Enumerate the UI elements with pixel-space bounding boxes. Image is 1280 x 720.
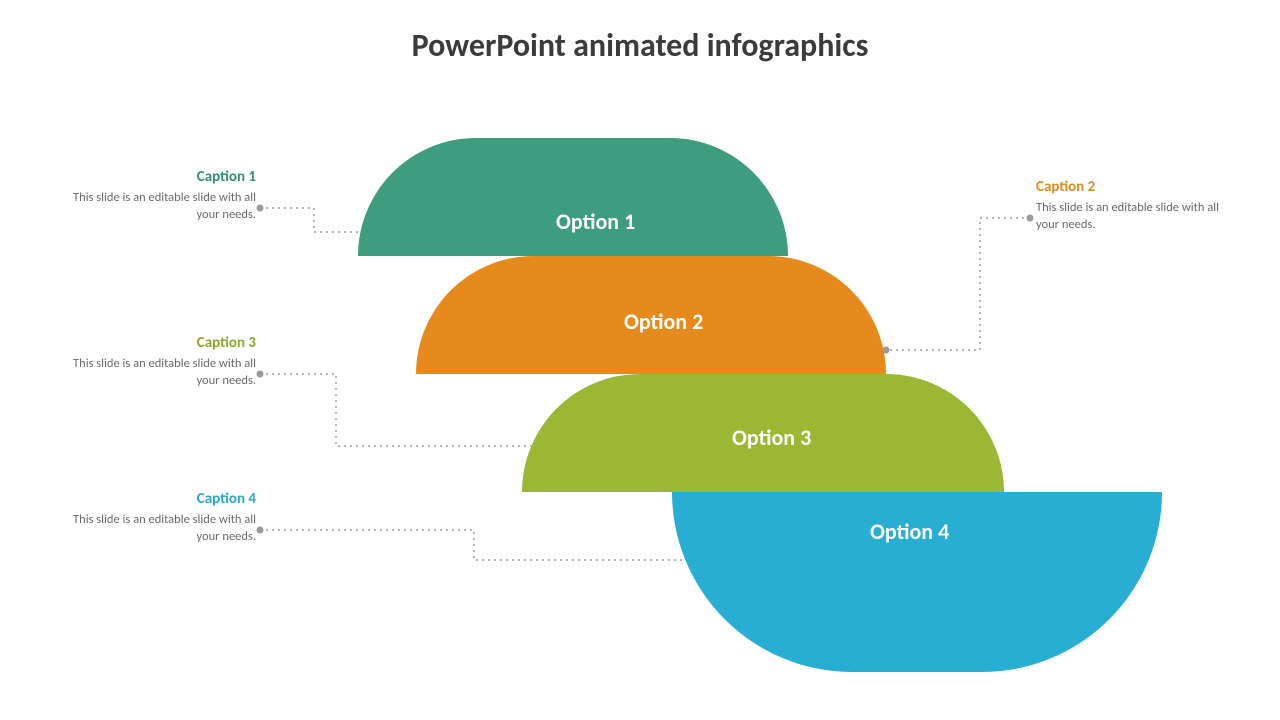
connector-start-dot-2 xyxy=(1027,215,1034,222)
connector-start-dot-4 xyxy=(257,527,264,534)
caption-body-3: This slide is an editable slide with all… xyxy=(66,356,256,390)
globe-icon xyxy=(468,198,512,242)
option-label-2: Option 2 xyxy=(624,308,703,335)
connector-3 xyxy=(260,374,554,446)
option-label-3: Option 3 xyxy=(732,424,811,451)
caption-title-1: Caption 1 xyxy=(66,168,256,186)
caption-body-1: This slide is an editable slide with all… xyxy=(66,190,256,224)
caption-title-3: Caption 3 xyxy=(66,334,256,352)
connector-4 xyxy=(260,530,696,560)
book-icon xyxy=(638,414,682,458)
caption-title-2: Caption 2 xyxy=(1036,178,1226,196)
caption-body-2: This slide is an editable slide with all… xyxy=(1036,200,1226,234)
option-band-1 xyxy=(358,138,788,256)
slide-stage: PowerPoint animated infographics Option … xyxy=(0,0,1280,720)
pie-icon xyxy=(778,508,822,552)
option-label-4: Option 4 xyxy=(870,518,949,545)
caption-3: Caption 3 This slide is an editable slide… xyxy=(66,334,256,390)
connector-2 xyxy=(886,218,1030,350)
connector-start-dot-1 xyxy=(257,205,264,212)
option-label-1: Option 1 xyxy=(556,208,635,235)
caption-2: Caption 2 This slide is an editable slide… xyxy=(1036,178,1226,234)
caption-title-4: Caption 4 xyxy=(66,490,256,508)
slide-title: PowerPoint animated infographics xyxy=(0,26,1280,65)
connector-start-dot-3 xyxy=(257,371,264,378)
mail-icon xyxy=(532,298,576,342)
caption-body-4: This slide is an editable slide with all… xyxy=(66,512,256,546)
caption-4: Caption 4 This slide is an editable slide… xyxy=(66,490,256,546)
caption-1: Caption 1 This slide is an editable slide… xyxy=(66,168,256,224)
